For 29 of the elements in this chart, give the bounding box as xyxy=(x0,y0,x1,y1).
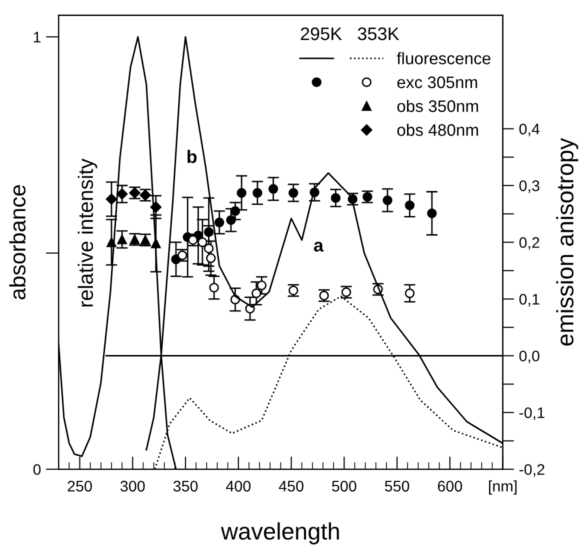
legend-title: 295K 353K xyxy=(300,27,400,40)
y2-tick-label: -0,2 xyxy=(519,464,544,477)
x-tick-label: 250 xyxy=(68,480,92,492)
y-axis-title: absorbance xyxy=(9,185,26,300)
x-tick-label: 300 xyxy=(120,480,145,492)
x-axis-title: wavelength xyxy=(220,522,339,544)
x-tick-label: 450 xyxy=(278,480,304,492)
y2-tick-label: 0,0 xyxy=(519,350,540,364)
x-tick-label: 550 xyxy=(384,480,410,492)
x-tick-label: 350 xyxy=(173,480,198,492)
legend-label: obs 350nm xyxy=(397,100,478,112)
annotation: b xyxy=(188,150,197,164)
y2-tick-label: 0,1 xyxy=(519,294,540,306)
y2-tick-label: 0,3 xyxy=(519,180,540,193)
annotation: a xyxy=(314,242,324,252)
x-tick-label: 400 xyxy=(226,480,251,492)
y-tick-label: 1 xyxy=(34,32,40,42)
x-tick-label: [nm] xyxy=(489,480,517,495)
x-tick-label: 500 xyxy=(332,480,356,492)
legend-label: fluorescence xyxy=(396,52,490,64)
y2-tick-label: 0,4 xyxy=(519,124,540,136)
y2-tick-label: -0,1 xyxy=(519,407,544,420)
y2-tick-label: 0,2 xyxy=(519,237,540,250)
legend-label: obs 480nm xyxy=(397,124,478,136)
y-tick-label: 0 xyxy=(33,464,41,475)
annotation: relative intensity xyxy=(78,158,98,306)
legend-label: exc 305nm xyxy=(397,76,478,88)
y2-axis-title: emission anisotropy xyxy=(556,138,578,346)
x-tick-label: 600 xyxy=(438,480,462,492)
